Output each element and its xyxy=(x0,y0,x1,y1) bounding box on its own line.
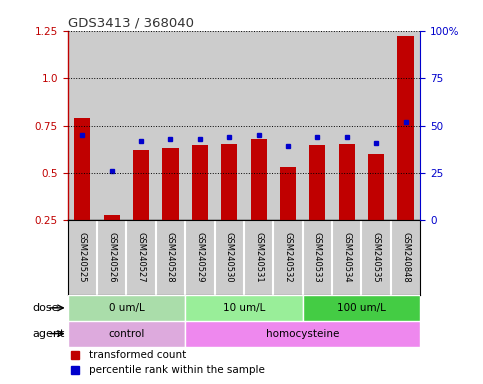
Bar xyxy=(104,215,120,220)
Text: GSM240535: GSM240535 xyxy=(371,232,381,283)
Text: agent: agent xyxy=(32,329,65,339)
Bar xyxy=(303,295,420,321)
Bar xyxy=(68,321,185,346)
Text: GSM240848: GSM240848 xyxy=(401,232,410,283)
Text: GSM240534: GSM240534 xyxy=(342,232,351,283)
Text: 10 um/L: 10 um/L xyxy=(223,303,265,313)
Bar xyxy=(398,36,413,220)
Bar xyxy=(192,144,208,220)
Text: 0 um/L: 0 um/L xyxy=(109,303,144,313)
Text: GSM240528: GSM240528 xyxy=(166,232,175,283)
Bar xyxy=(332,31,361,220)
Bar xyxy=(361,31,391,220)
Text: transformed count: transformed count xyxy=(89,350,186,360)
Text: GSM240533: GSM240533 xyxy=(313,232,322,283)
Bar xyxy=(133,150,149,220)
Bar xyxy=(185,295,303,321)
Bar xyxy=(221,144,237,220)
Text: dose: dose xyxy=(32,303,59,313)
Text: GSM240525: GSM240525 xyxy=(78,232,87,283)
Bar xyxy=(303,31,332,220)
Text: GSM240532: GSM240532 xyxy=(284,232,293,283)
Text: GSM240531: GSM240531 xyxy=(254,232,263,283)
Text: GSM240527: GSM240527 xyxy=(137,232,145,283)
Bar xyxy=(273,31,303,220)
Bar xyxy=(97,31,127,220)
Text: GSM240529: GSM240529 xyxy=(195,232,204,283)
Bar xyxy=(162,148,179,220)
Bar xyxy=(214,31,244,220)
Bar xyxy=(368,154,384,220)
Text: percentile rank within the sample: percentile rank within the sample xyxy=(89,365,265,375)
Bar xyxy=(68,295,185,321)
Bar xyxy=(244,31,273,220)
Bar xyxy=(309,144,326,220)
Text: GSM240530: GSM240530 xyxy=(225,232,234,283)
Text: 100 um/L: 100 um/L xyxy=(337,303,386,313)
Bar xyxy=(185,321,420,346)
Bar xyxy=(391,31,420,220)
Bar xyxy=(185,31,214,220)
Text: homocysteine: homocysteine xyxy=(266,329,340,339)
Bar xyxy=(251,139,267,220)
Bar xyxy=(127,31,156,220)
Bar xyxy=(339,144,355,220)
Bar xyxy=(68,31,97,220)
Text: GSM240526: GSM240526 xyxy=(107,232,116,283)
Bar xyxy=(74,118,90,220)
Bar xyxy=(280,167,296,220)
Bar xyxy=(156,31,185,220)
Text: GDS3413 / 368040: GDS3413 / 368040 xyxy=(68,17,194,30)
Text: control: control xyxy=(108,329,144,339)
